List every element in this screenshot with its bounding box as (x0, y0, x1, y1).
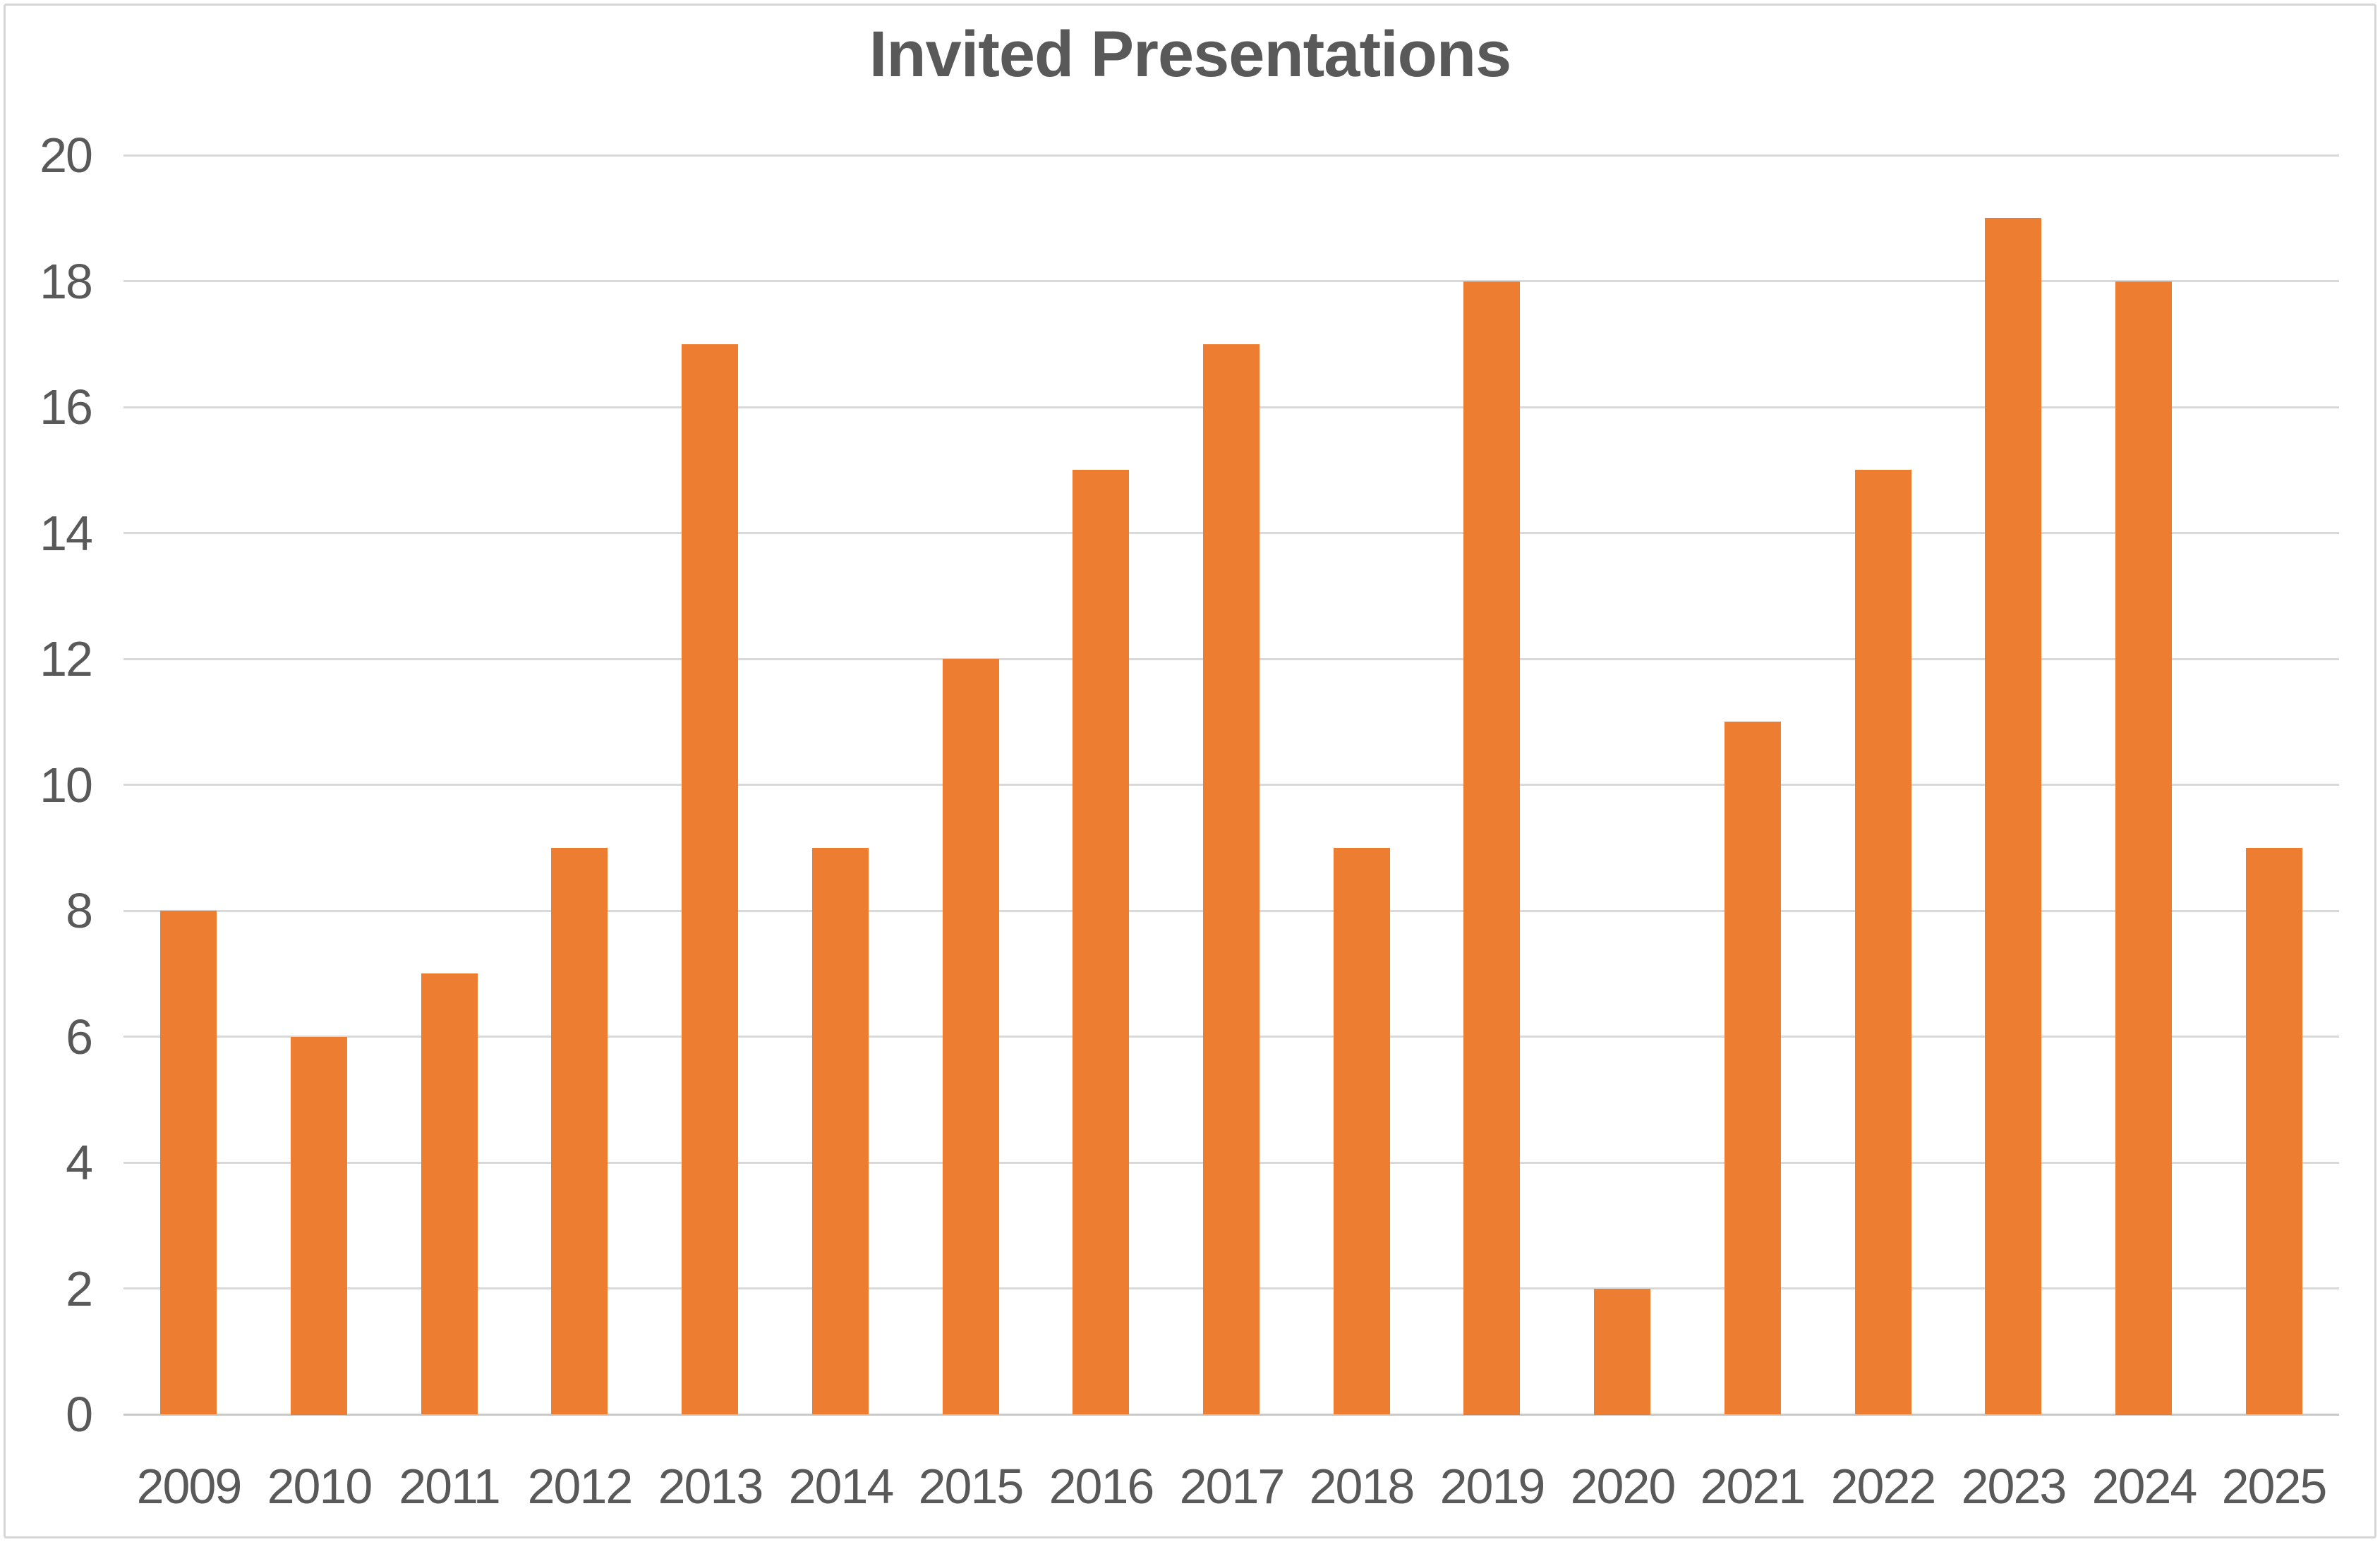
bar (682, 344, 738, 1414)
y-tick-label: 6 (66, 1009, 93, 1064)
x-tick-label: 2014 (788, 1459, 895, 1514)
x-tick-label: 2025 (2221, 1459, 2328, 1514)
bar (160, 911, 217, 1414)
y-tick-label: 16 (40, 380, 93, 435)
x-tick-label: 2017 (1179, 1459, 1286, 1514)
x-tick-label: 2022 (1830, 1459, 1937, 1514)
x-tick-label: 2016 (1049, 1459, 1155, 1514)
y-tick-label: 10 (40, 757, 93, 813)
x-tick-label: 2012 (527, 1459, 634, 1514)
x-tick-label: 2024 (2091, 1459, 2198, 1514)
x-tick-label: 2023 (1961, 1459, 2067, 1514)
x-axis-line (123, 1413, 2339, 1416)
bar (1463, 281, 1520, 1415)
y-tick-label: 12 (40, 631, 93, 686)
x-tick-label: 2020 (1570, 1459, 1677, 1514)
y-tick-label: 0 (66, 1387, 93, 1442)
x-tick-label: 2019 (1439, 1459, 1546, 1514)
x-tick-label: 2009 (136, 1459, 243, 1514)
bar (1594, 1289, 1650, 1415)
bar (1985, 218, 2041, 1414)
bar (943, 659, 999, 1414)
gridline (123, 154, 2339, 157)
bar (1724, 722, 1781, 1414)
gridline (123, 280, 2339, 282)
bar (1203, 344, 1260, 1414)
chart-title: Invited Presentations (869, 18, 1511, 90)
bar (551, 848, 608, 1414)
bar (2246, 848, 2302, 1414)
bar (1855, 470, 1911, 1414)
y-tick-label: 2 (66, 1261, 93, 1316)
bar (291, 1037, 347, 1415)
bar (1073, 470, 1129, 1414)
bar (812, 848, 869, 1414)
x-tick-label: 2018 (1309, 1459, 1415, 1514)
x-tick-label: 2010 (267, 1459, 373, 1514)
y-tick-label: 8 (66, 883, 93, 938)
y-tick-label: 4 (66, 1135, 93, 1190)
x-tick-label: 2015 (918, 1459, 1025, 1514)
x-tick-label: 2013 (658, 1459, 764, 1514)
y-tick-label: 20 (40, 128, 93, 183)
y-tick-label: 14 (40, 505, 93, 561)
bar (2115, 281, 2172, 1415)
chart-frame (4, 4, 2376, 1538)
x-tick-label: 2011 (399, 1459, 501, 1514)
bar (1334, 848, 1390, 1414)
x-tick-label: 2021 (1700, 1459, 1806, 1514)
bar (421, 973, 478, 1414)
y-tick-label: 18 (40, 253, 93, 309)
